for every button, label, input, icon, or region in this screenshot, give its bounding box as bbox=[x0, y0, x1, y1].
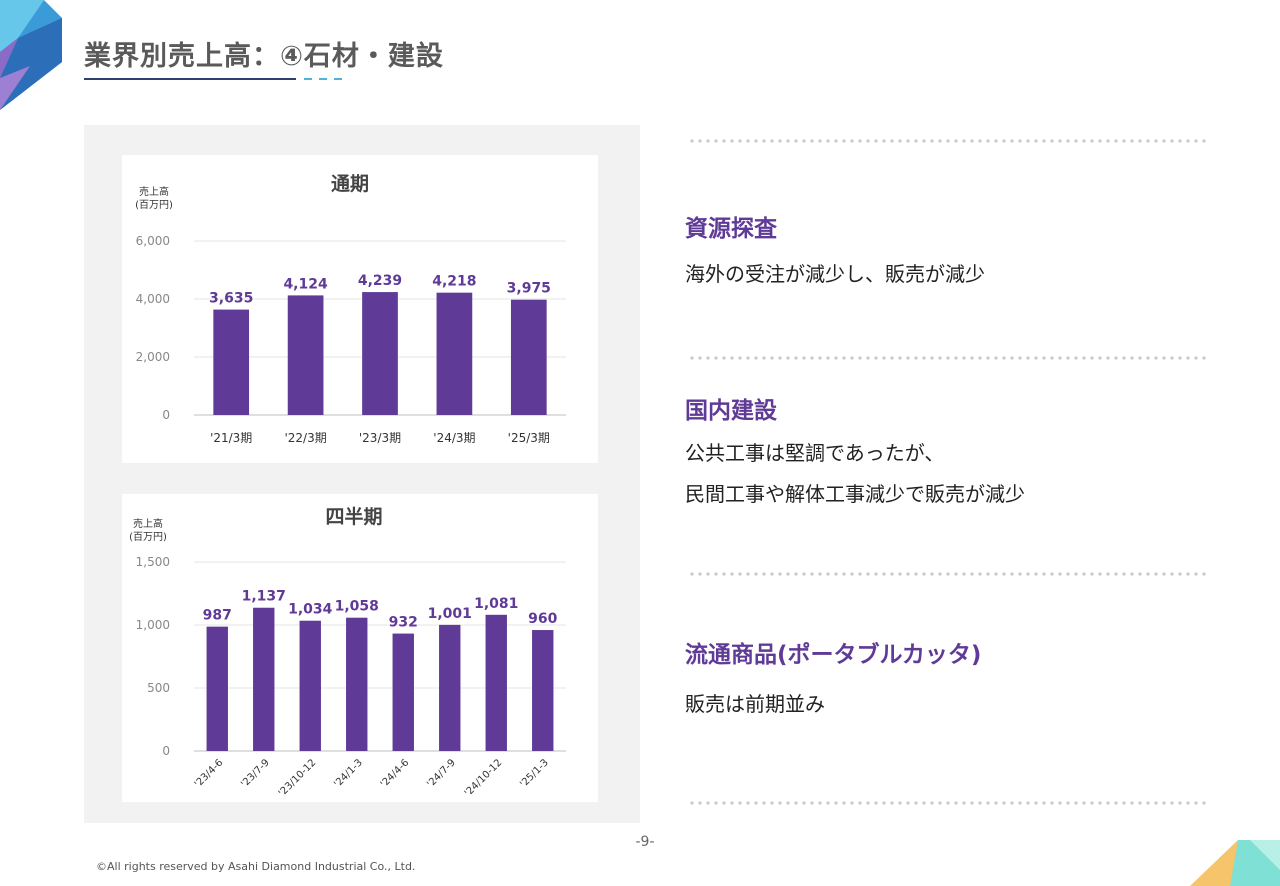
quarterly-bar bbox=[299, 620, 321, 751]
quarterly-y-tick-label: 1,000 bbox=[136, 618, 170, 632]
quarterly-x-tick-label: '24/4-6 bbox=[379, 757, 412, 790]
quarterly-y-axis-label: (百万円) bbox=[129, 531, 167, 543]
quarterly-bar bbox=[532, 630, 554, 751]
annual-x-tick-label: '24/3期 bbox=[433, 431, 475, 445]
quarterly-bar bbox=[439, 624, 461, 751]
quarterly-y-tick-label: 1,500 bbox=[136, 555, 170, 569]
annual-y-tick-label: 6,000 bbox=[136, 234, 170, 248]
annual-value-label: 3,635 bbox=[209, 291, 253, 307]
quarterly-bar bbox=[392, 633, 414, 751]
quarterly-x-tick-label: '23/10-12 bbox=[277, 757, 319, 799]
annual-x-tick-label: '21/3期 bbox=[210, 431, 252, 445]
quarterly-bar bbox=[206, 626, 228, 751]
quarterly-x-tick-label: '23/7-9 bbox=[239, 757, 272, 790]
annual-bar bbox=[436, 292, 473, 415]
annual-y-tick-label: 4,000 bbox=[136, 292, 170, 306]
page-title: 業界別売上高：④石材・建設 bbox=[84, 41, 444, 72]
quarterly-value-label: 960 bbox=[528, 611, 557, 627]
quarterly-bar bbox=[253, 607, 275, 751]
annual-bar bbox=[287, 295, 324, 415]
section-text-resource-exploration: 海外の受注が減少し、販売が減少 bbox=[685, 262, 985, 286]
dotted-divider bbox=[688, 356, 1208, 360]
annual-chart-title: 通期 bbox=[331, 173, 369, 195]
annual-chart-card: 通期売上高 (百万円) 0 2,000 4,000 6,000 3,635 '21/3期 4,1… bbox=[122, 155, 598, 463]
annual-x-tick-label: '25/3期 bbox=[508, 431, 550, 445]
annual-y-axis-label: 売上高 bbox=[139, 185, 169, 198]
annual-value-label: 4,124 bbox=[283, 276, 328, 292]
annual-y-axis-label: (百万円) bbox=[135, 199, 173, 211]
annual-bar bbox=[362, 292, 398, 415]
annual-bar bbox=[213, 309, 250, 415]
dotted-divider bbox=[688, 801, 1208, 805]
quarterly-x-tick-label: '24/7-9 bbox=[425, 757, 458, 790]
quarterly-x-tick-label: '25/1-3 bbox=[518, 757, 551, 790]
quarterly-x-tick-label: '23/4-6 bbox=[193, 757, 226, 790]
section-heading-domestic-construction: 国内建設 bbox=[685, 398, 777, 424]
annual-value-label: 4,218 bbox=[432, 274, 476, 290]
quarterly-x-tick-label: '24/1-3 bbox=[332, 757, 365, 790]
quarterly-value-label: 932 bbox=[389, 615, 418, 631]
annual-bar bbox=[510, 299, 547, 415]
annual-x-tick-label: '22/3期 bbox=[284, 431, 326, 445]
annual-x-tick-label: '23/3期 bbox=[359, 431, 401, 445]
section-text-distribution-products: 販売は前期並み bbox=[685, 692, 825, 716]
chart-panel: 通期 売上高 (百万円) 0 2,000 4,000 6,000 3,635'21/3期 4,1… bbox=[84, 125, 640, 823]
quarterly-y-tick-label: 0 bbox=[162, 744, 170, 758]
quarterly-value-label: 1,081 bbox=[474, 596, 518, 612]
quarterly-value-label: 1,058 bbox=[335, 599, 379, 615]
section-heading-distribution-products: 流通商品(ポータブルカッタ) bbox=[685, 642, 982, 668]
section-text-domestic-construction-line2: 民間工事や解体工事減少で販売が減少 bbox=[685, 482, 1025, 506]
dotted-divider bbox=[688, 572, 1208, 576]
quarterly-value-label: 987 bbox=[203, 608, 232, 624]
copyright-notice: ©All rights reserved by Asahi Diamond In… bbox=[96, 860, 416, 873]
annual-value-label: 3,975 bbox=[507, 281, 551, 297]
company-logo-icon bbox=[0, 0, 62, 110]
corner-decoration-icon bbox=[1190, 840, 1280, 886]
quarterly-chart-title: 四半期 bbox=[325, 505, 382, 528]
title-underline-dashes bbox=[304, 78, 344, 80]
quarterly-value-label: 1,001 bbox=[428, 606, 472, 622]
quarterly-y-axis-label: 売上高 bbox=[133, 517, 163, 530]
quarterly-y-tick-label: 500 bbox=[147, 681, 170, 695]
section-text-domestic-construction-line1: 公共工事は堅調であったが、 bbox=[685, 441, 945, 465]
quarterly-x-tick-label: '24/10-12 bbox=[463, 757, 505, 799]
quarterly-bar bbox=[485, 614, 507, 751]
title-underline bbox=[84, 78, 296, 80]
annual-y-tick-label: 0 bbox=[162, 408, 170, 422]
annual-value-label: 4,239 bbox=[358, 273, 402, 289]
dotted-divider bbox=[688, 139, 1208, 143]
quarterly-chart-card: 四半期売上高 (百万円) 0 500 1,000 1,500 987 '23/4-6 1,137… bbox=[122, 494, 598, 802]
section-heading-resource-exploration: 資源探査 bbox=[685, 216, 777, 242]
annual-y-tick-label: 2,000 bbox=[136, 350, 170, 364]
quarterly-value-label: 1,034 bbox=[288, 602, 333, 618]
quarterly-value-label: 1,137 bbox=[242, 589, 286, 605]
page-number: -9- bbox=[635, 834, 655, 850]
quarterly-bar bbox=[346, 617, 368, 751]
